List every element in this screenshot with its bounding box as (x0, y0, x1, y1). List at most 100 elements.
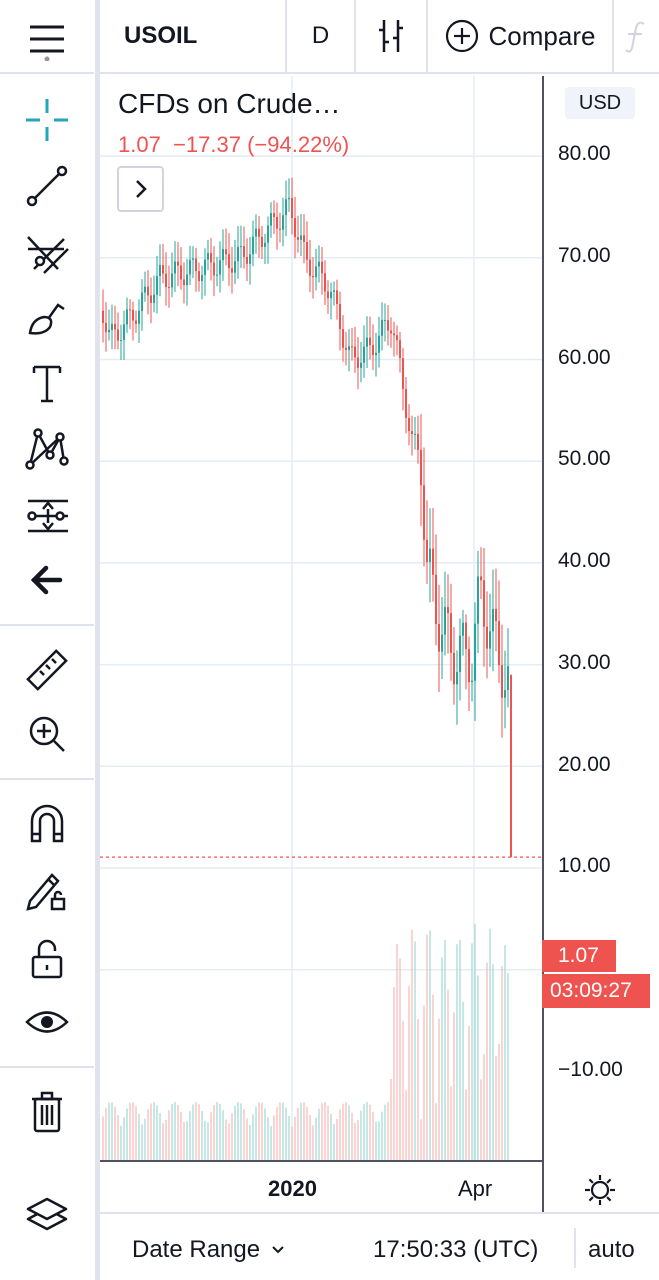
chevron-down-icon (272, 1246, 284, 1254)
currency-badge[interactable]: USD (565, 87, 635, 119)
lock-icon[interactable] (18, 932, 76, 984)
volume-bar (414, 941, 416, 1162)
candle-body (156, 275, 158, 295)
volume-bar (426, 934, 428, 1162)
volume-bar (501, 965, 503, 1162)
volume-bar (123, 1117, 125, 1162)
candle-body (459, 635, 461, 673)
volume-bar (300, 1102, 302, 1162)
volume-bar (159, 1113, 161, 1162)
layers-icon[interactable] (18, 1188, 76, 1240)
volume-bar (294, 1116, 296, 1162)
utc-clock[interactable]: 17:50:33 (UTC) (373, 1236, 539, 1263)
candle-body (339, 303, 341, 330)
candle-body (372, 345, 374, 356)
function-icon (624, 21, 645, 53)
price-label: −10.00 (558, 1058, 623, 1081)
volume-bar (453, 1012, 455, 1162)
time-label: 2020 (268, 1176, 317, 1201)
volume-bar (132, 1102, 134, 1162)
compare-button[interactable]: Compare (428, 0, 614, 72)
volume-bar (240, 1103, 242, 1162)
volume-bar (462, 1001, 464, 1162)
volume-bar (354, 1122, 356, 1162)
volume-bar (417, 1018, 419, 1162)
candle-body (135, 320, 137, 324)
candle-body (309, 259, 311, 276)
price-label: 70.00 (558, 244, 611, 267)
brush-icon[interactable] (18, 292, 76, 344)
volume-bar (126, 1108, 128, 1162)
drawing-toolbar (0, 0, 96, 1280)
pitchfork-icon[interactable] (18, 226, 76, 278)
price-chart[interactable] (100, 76, 543, 1162)
volume-bar (351, 1112, 353, 1162)
indicators-button[interactable] (614, 0, 659, 72)
volume-bar (243, 1109, 245, 1162)
auto-scale-toggle[interactable]: auto (588, 1236, 635, 1263)
ruler-icon[interactable] (18, 644, 76, 696)
candle-body (462, 622, 464, 636)
date-range-button[interactable]: Date Range (132, 1236, 286, 1264)
volume-bar (267, 1117, 269, 1162)
candle-body (429, 548, 431, 563)
volume-bar (450, 1086, 452, 1162)
magnet-icon[interactable] (18, 798, 76, 850)
back-arrow-icon[interactable] (18, 554, 76, 606)
bar-chart-style-icon (379, 20, 403, 52)
candle-body (318, 261, 320, 267)
crosshair-icon[interactable] (18, 94, 76, 146)
volume-bar (423, 1005, 425, 1162)
volume-bar (138, 1114, 140, 1162)
time-axis[interactable] (100, 1160, 543, 1212)
candle-body (423, 485, 425, 540)
volume-bar (198, 1104, 200, 1162)
candle-body (150, 295, 152, 303)
candle-body (240, 246, 242, 248)
volume-bar (153, 1102, 155, 1162)
prediction-icon[interactable] (18, 490, 76, 542)
date-range-label: Date Range (132, 1236, 261, 1263)
eye-icon[interactable] (18, 996, 76, 1048)
series-title[interactable]: CFDs on Crude… (118, 88, 341, 119)
volume-bar (288, 1116, 290, 1162)
candle-body (111, 323, 113, 330)
lock-drawing-icon[interactable] (18, 864, 76, 916)
text-icon[interactable] (18, 358, 76, 410)
candle-body (315, 266, 317, 278)
volume-bar (180, 1112, 182, 1162)
volume-bar (345, 1102, 347, 1162)
volume-bar (447, 989, 449, 1162)
symbol-search-button[interactable]: USOIL (100, 0, 287, 72)
volume-bar (372, 1111, 374, 1162)
zoom-in-icon[interactable] (18, 708, 76, 760)
settings-gear-icon[interactable] (582, 1172, 618, 1208)
candle-body (270, 213, 272, 226)
candle-body (351, 346, 353, 348)
volume-bar (375, 1121, 377, 1162)
menu-icon[interactable] (18, 12, 76, 64)
candle-body (132, 309, 134, 321)
candle-body (369, 337, 371, 346)
volume-bar (366, 1102, 368, 1162)
candle-body (285, 199, 287, 216)
candle-body (267, 225, 269, 243)
candle-body (504, 690, 506, 698)
trend-line-icon[interactable] (18, 160, 76, 212)
candle-body (435, 574, 437, 625)
candle-body (300, 235, 302, 240)
interval-button[interactable]: D (287, 0, 356, 72)
bottom-toolbar: Date Range 17:50:33 (UTC) auto (100, 1212, 659, 1280)
volume-bar (495, 1055, 497, 1162)
chart-style-button[interactable] (356, 0, 428, 72)
toolbar-divider (95, 0, 100, 1280)
candle-body (333, 290, 335, 292)
volume-bar (327, 1106, 329, 1162)
volume-bar (216, 1102, 218, 1162)
legend-expand-button[interactable] (117, 166, 164, 212)
price-axis[interactable] (542, 76, 659, 1212)
trash-icon[interactable] (18, 1086, 76, 1138)
volume-bar (303, 1102, 305, 1162)
pattern-icon[interactable] (18, 422, 76, 474)
candle-body (498, 621, 500, 666)
